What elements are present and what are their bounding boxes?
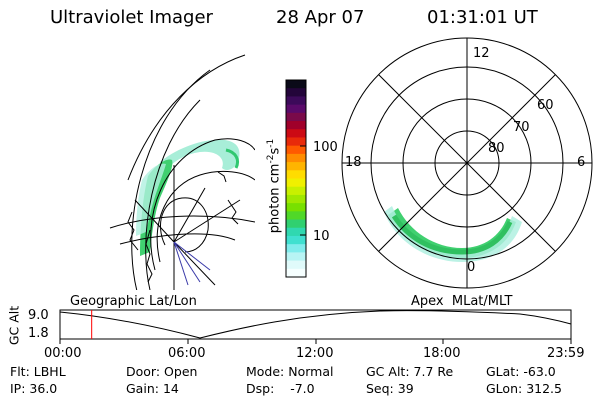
- polar-label-18: 18: [345, 155, 362, 170]
- status-gc-alt: GC Alt: 7.7 Re: [366, 364, 454, 379]
- altitude-ylabel: GC Alt: [6, 305, 22, 346]
- colorbar-swatch: [286, 252, 306, 262]
- colorbar-swatch: [286, 260, 306, 270]
- status-mode: Mode: Normal: [246, 364, 334, 379]
- colorbar-swatch: [286, 227, 306, 237]
- polar-label-0: 0: [467, 260, 476, 275]
- time-readout: 01:31:01 UT: [427, 7, 538, 28]
- polar-label-80: 80: [488, 141, 505, 156]
- colorbar-swatch: [286, 203, 306, 212]
- status-ip: IP: 36.0: [10, 381, 58, 396]
- status-dsp: Dsp: -7.0: [246, 381, 315, 396]
- status-glat: GLat: -63.0: [486, 364, 556, 379]
- colorbar-swatch: [286, 80, 306, 89]
- colorbar-swatch: [286, 186, 306, 196]
- app-title: Ultraviolet Imager: [50, 7, 213, 28]
- altitude-curve: [59, 310, 572, 339]
- status-glon: GLon: 312.5: [486, 381, 562, 396]
- colorbar-swatch: [286, 129, 306, 139]
- status-door: Door: Open: [126, 364, 198, 379]
- polar-label-70: 70: [513, 120, 530, 135]
- status-seq: Seq: 39: [366, 381, 414, 396]
- colorbar-swatch: [286, 104, 306, 114]
- projection-label-left: Geographic Lat/Lon: [70, 294, 197, 309]
- colorbar-tick-100: 100: [313, 140, 338, 155]
- xtick-0600: 06:00: [168, 346, 206, 361]
- colorbar-swatch: [286, 170, 306, 180]
- colorbar-swatch: [286, 194, 306, 204]
- colorbar-swatch: [286, 96, 306, 106]
- xtick-0000: 00:00: [44, 346, 82, 361]
- colorbar-swatch: [286, 88, 306, 98]
- projection-label-right: Apex MLat/MLT: [411, 294, 513, 309]
- polar-label-6: 6: [577, 155, 586, 170]
- status-gain: Gain: 14: [126, 381, 179, 396]
- xtick-1200: 12:00: [296, 346, 334, 361]
- colorbar-swatch: [286, 112, 306, 122]
- status-filter: Flt: LBHL: [10, 364, 66, 379]
- colorbar-swatch: [286, 268, 306, 278]
- colorbar-swatch: [286, 211, 306, 221]
- colorbar-swatch: [286, 235, 306, 245]
- colorbar-swatch: [286, 178, 306, 188]
- date-readout: 28 Apr 07: [276, 7, 365, 28]
- polar-label-60: 60: [537, 98, 554, 113]
- colorbar-swatch: [286, 244, 306, 253]
- altitude-ytick-9: 9.0: [28, 308, 49, 323]
- colorbar-tick-10: 10: [313, 229, 330, 244]
- polar-label-12: 12: [473, 46, 490, 61]
- colorbar-swatch: [286, 145, 306, 155]
- colorbar-swatch: [286, 162, 306, 171]
- colorbar-swatch: [286, 153, 306, 163]
- colorbar-swatch: [286, 219, 306, 229]
- altitude-ytick-1-8: 1.8: [28, 326, 49, 341]
- xtick-1800: 18:00: [423, 346, 461, 361]
- xtick-2359: 23:59: [547, 346, 585, 361]
- colorbar-swatch: [286, 121, 306, 130]
- colorbar-swatch: [286, 137, 306, 147]
